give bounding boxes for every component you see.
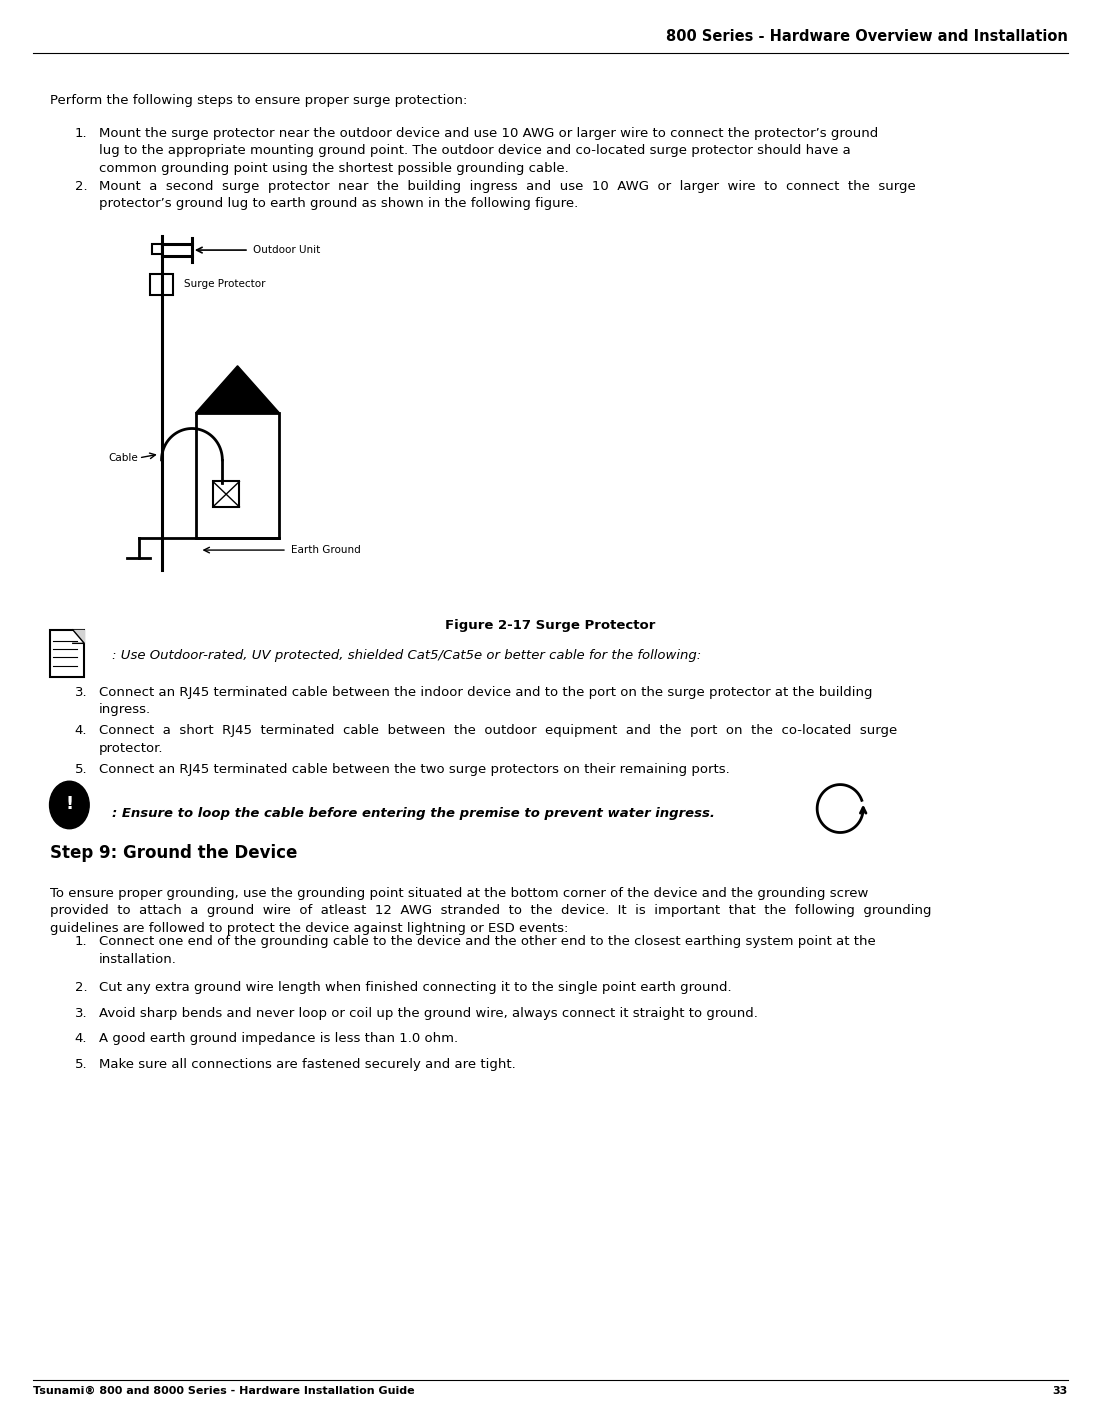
- Bar: [152, 244, 162, 254]
- Polygon shape: [196, 366, 280, 414]
- Text: Mount  a  second  surge  protector  near  the  building  ingress  and  use  10  : Mount a second surge protector near the …: [99, 180, 916, 210]
- Text: Make sure all connections are fastened securely and are tight.: Make sure all connections are fastened s…: [99, 1058, 516, 1071]
- Text: : Ensure to loop the cable before entering the premise to prevent water ingress.: : Ensure to loop the cable before enteri…: [112, 807, 716, 820]
- Text: 800 Series - Hardware Overview and Installation: 800 Series - Hardware Overview and Insta…: [666, 29, 1068, 44]
- Text: Connect one end of the grounding cable to the device and the other end to the cl: Connect one end of the grounding cable t…: [99, 935, 875, 965]
- Text: 2.: 2.: [75, 981, 87, 994]
- Text: 4.: 4.: [75, 1032, 87, 1045]
- Text: Tsunami® 800 and 8000 Series - Hardware Installation Guide: Tsunami® 800 and 8000 Series - Hardware …: [33, 1386, 415, 1396]
- Bar: [50, 630, 85, 677]
- Text: Outdoor Unit: Outdoor Unit: [253, 245, 320, 255]
- Text: 1.: 1.: [75, 127, 87, 140]
- Text: Surge Protector: Surge Protector: [184, 279, 265, 289]
- Text: To ensure proper grounding, use the grounding point situated at the bottom corne: To ensure proper grounding, use the grou…: [50, 887, 931, 935]
- Text: 3.: 3.: [75, 1007, 87, 1020]
- Bar: [150, 274, 173, 295]
- Text: 2.: 2.: [75, 180, 87, 193]
- Text: Cut any extra ground wire length when finished connecting it to the single point: Cut any extra ground wire length when fi…: [99, 981, 732, 994]
- Text: Figure 2-17 Surge Protector: Figure 2-17 Surge Protector: [445, 619, 656, 632]
- Text: Connect an RJ45 terminated cable between the indoor device and to the port on th: Connect an RJ45 terminated cable between…: [99, 686, 873, 716]
- Text: : Use Outdoor-rated, UV protected, shielded Cat5/Cat5e or better cable for the f: : Use Outdoor-rated, UV protected, shiel…: [112, 649, 701, 662]
- Text: 1.: 1.: [75, 935, 87, 948]
- Text: Perform the following steps to ensure proper surge protection:: Perform the following steps to ensure pr…: [50, 94, 467, 107]
- Polygon shape: [73, 630, 85, 643]
- Text: 3.: 3.: [75, 686, 87, 699]
- Text: Earth Ground: Earth Ground: [291, 545, 360, 555]
- Text: Step 9: Ground the Device: Step 9: Ground the Device: [50, 844, 297, 863]
- Text: 33: 33: [1053, 1386, 1068, 1396]
- Text: 5.: 5.: [75, 763, 87, 776]
- Text: A good earth ground impedance is less than 1.0 ohm.: A good earth ground impedance is less th…: [99, 1032, 458, 1045]
- Text: Avoid sharp bends and never loop or coil up the ground wire, always connect it s: Avoid sharp bends and never loop or coil…: [99, 1007, 757, 1020]
- Text: !: !: [65, 794, 74, 813]
- Bar: [212, 482, 239, 508]
- Text: Connect  a  short  RJ45  terminated  cable  between  the  outdoor  equipment  an: Connect a short RJ45 terminated cable be…: [99, 724, 897, 754]
- Text: Mount the surge protector near the outdoor device and use 10 AWG or larger wire : Mount the surge protector near the outdo…: [99, 127, 879, 175]
- Circle shape: [50, 781, 89, 829]
- Bar: [196, 414, 280, 539]
- Text: 4.: 4.: [75, 724, 87, 737]
- Text: Connect an RJ45 terminated cable between the two surge protectors on their remai: Connect an RJ45 terminated cable between…: [99, 763, 730, 776]
- Text: 5.: 5.: [75, 1058, 87, 1071]
- Text: Cable: Cable: [108, 453, 138, 463]
